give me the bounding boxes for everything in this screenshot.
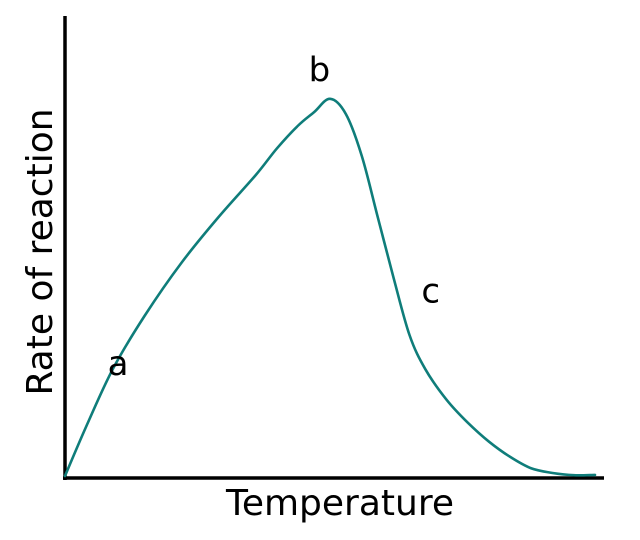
point-label-a: a — [108, 344, 129, 384]
series-layer — [63, 97, 597, 478]
point-label-c: c — [421, 272, 440, 312]
y-axis-label: Rate of reaction — [20, 108, 61, 395]
x-axis-label: Temperature — [225, 483, 454, 524]
point-label-b: b — [309, 51, 331, 91]
annotation-layer: a b c — [108, 51, 440, 384]
axes — [63, 16, 604, 480]
reaction-rate-curve — [63, 97, 597, 478]
